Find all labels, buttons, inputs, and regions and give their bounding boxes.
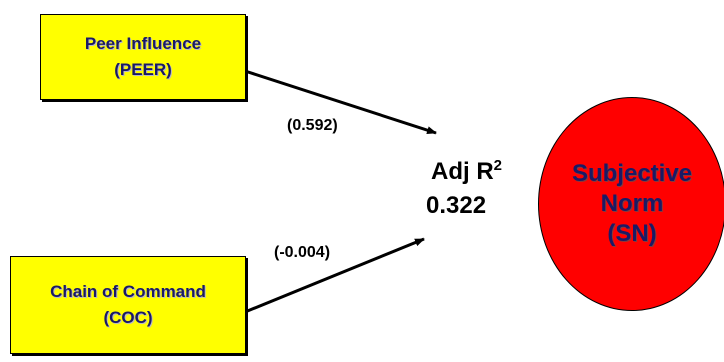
- coc-to-sn-arrow: [244, 237, 425, 314]
- subjective-norm-circle: Subjective Norm (SN): [538, 97, 724, 311]
- adj-r-squared-label: Adj R2: [431, 158, 502, 186]
- adj-r-text: Adj R: [431, 158, 494, 185]
- coc-abbrev-label: (COC): [103, 308, 153, 327]
- chain-of-command-box: Chain of Command (COC): [10, 256, 246, 354]
- peer-influence-label: Peer Influence: [84, 34, 202, 53]
- chain-of-command-label: Chain of Command: [50, 282, 206, 301]
- subjective-label: Subjective: [571, 160, 693, 187]
- peer-influence-box: Peer Influence (PEER): [40, 14, 246, 100]
- peer-abbrev-label: (PEER): [114, 60, 172, 79]
- sn-abbrev-label: (SN): [607, 220, 657, 247]
- peer-coefficient-label: (0.592): [287, 117, 338, 134]
- adj-r-superscript: 2: [493, 157, 503, 174]
- coc-coefficient-label: (-0.004): [274, 244, 331, 261]
- adj-r-squared-value: 0.322: [426, 192, 487, 219]
- norm-label: Norm: [600, 190, 664, 217]
- peer-to-sn-arrow: [244, 69, 437, 135]
